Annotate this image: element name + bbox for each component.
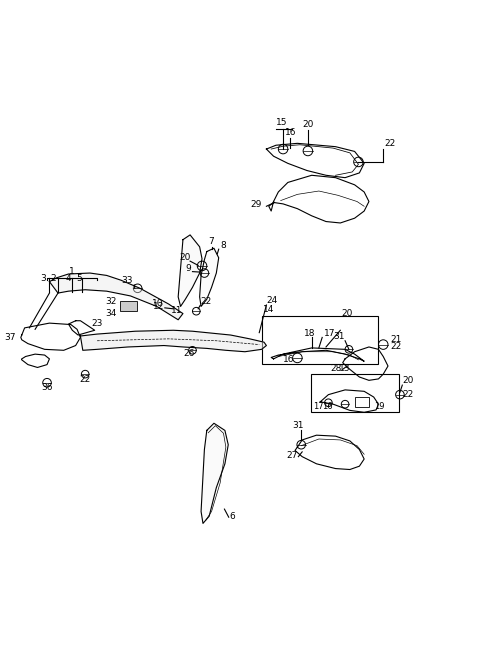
Text: 24: 24 (266, 296, 277, 305)
Text: 14: 14 (263, 305, 275, 314)
Text: 37: 37 (4, 333, 16, 342)
Bar (262, 316, 378, 364)
Text: 10: 10 (152, 299, 164, 309)
Polygon shape (81, 330, 266, 352)
Text: 36: 36 (41, 383, 53, 392)
Text: 16: 16 (322, 402, 333, 411)
Text: 11: 11 (171, 305, 182, 314)
Text: 28: 28 (330, 364, 341, 373)
Text: 20: 20 (402, 376, 414, 385)
Text: 15: 15 (276, 118, 288, 127)
Text: 32: 32 (106, 297, 117, 306)
Text: 20: 20 (302, 120, 313, 129)
Text: 16: 16 (283, 355, 295, 364)
Text: 22: 22 (390, 342, 402, 352)
Bar (120, 301, 137, 311)
Text: 17: 17 (324, 329, 335, 337)
Text: 29: 29 (250, 201, 262, 209)
Text: 20: 20 (180, 253, 191, 262)
Text: 22: 22 (384, 139, 396, 148)
Text: 27: 27 (286, 451, 298, 460)
Text: 26: 26 (183, 350, 194, 359)
Text: 12: 12 (154, 302, 165, 311)
Text: 16: 16 (285, 128, 296, 137)
Text: 31: 31 (334, 332, 345, 341)
Polygon shape (201, 423, 228, 523)
Text: 9: 9 (186, 264, 192, 273)
Text: 34: 34 (106, 309, 117, 318)
Text: 22: 22 (402, 390, 414, 399)
Text: 20: 20 (341, 309, 353, 318)
Text: 4: 4 (66, 274, 72, 283)
Text: 21: 21 (390, 335, 402, 344)
Text: 22: 22 (80, 375, 91, 384)
Text: 23: 23 (91, 320, 103, 329)
Text: 22: 22 (200, 297, 211, 306)
Polygon shape (178, 235, 202, 307)
Text: 5: 5 (76, 274, 82, 283)
Text: 33: 33 (121, 275, 132, 284)
Text: 31: 31 (293, 421, 304, 430)
Text: 17: 17 (313, 402, 324, 411)
Polygon shape (200, 248, 219, 307)
Text: 8: 8 (220, 242, 226, 250)
Text: 13: 13 (339, 364, 351, 373)
Text: 19: 19 (374, 402, 384, 411)
Text: 6: 6 (229, 512, 235, 521)
Bar (355, 397, 369, 407)
Text: 1: 1 (70, 267, 75, 276)
Polygon shape (49, 273, 183, 320)
Text: 2: 2 (50, 274, 56, 283)
Text: 3: 3 (40, 274, 46, 283)
Text: 18: 18 (303, 329, 315, 337)
Text: 7: 7 (209, 238, 215, 247)
Bar (311, 374, 399, 412)
